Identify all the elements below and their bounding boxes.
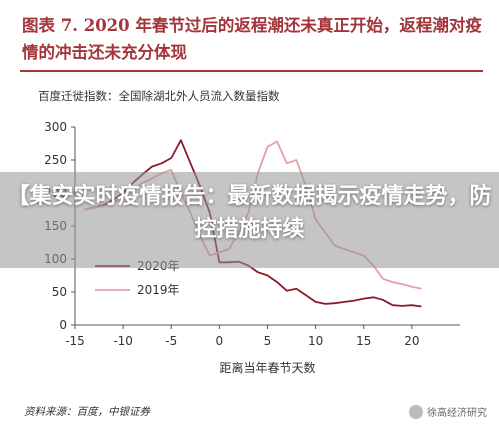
figure-title: 图表 7. 2020 年春节过后的返程潮还未真正开始，返程潮对疫情的冲击还未充分… (22, 16, 482, 62)
y-tick-label: 0 (59, 318, 67, 332)
wechat-icon (409, 404, 423, 419)
watermark: 徐高经济研究 (409, 404, 487, 419)
x-tick-label: -15 (65, 334, 85, 348)
headline-text: 【集安实时疫情报告：最新数据揭示疫情走势，防控措施持续 (7, 184, 492, 242)
y-tick-label: 250 (44, 153, 67, 167)
x-tick-label: 10 (308, 334, 323, 348)
y-tick-label: 50 (52, 285, 67, 299)
title-divider (20, 70, 483, 72)
legend-label: 2019年 (137, 283, 180, 297)
source-note: 资料来源：百度，中银证券 (24, 406, 150, 418)
x-axis-label: 距离当年春节天数 (219, 360, 315, 375)
headline-banner (0, 172, 499, 268)
chart-title: 百度迁徙指数：全国除湖北外人员流入数量指数 (38, 89, 280, 103)
x-tick-label: -10 (113, 334, 133, 348)
x-tick-label: 0 (216, 334, 224, 348)
x-tick-label: -5 (165, 334, 177, 348)
y-tick-label: 300 (44, 120, 67, 134)
watermark-text: 徐高经济研究 (427, 408, 487, 419)
x-tick-label: 20 (404, 334, 419, 348)
x-tick-label: 5 (264, 334, 272, 348)
x-tick-label: 15 (356, 334, 371, 348)
